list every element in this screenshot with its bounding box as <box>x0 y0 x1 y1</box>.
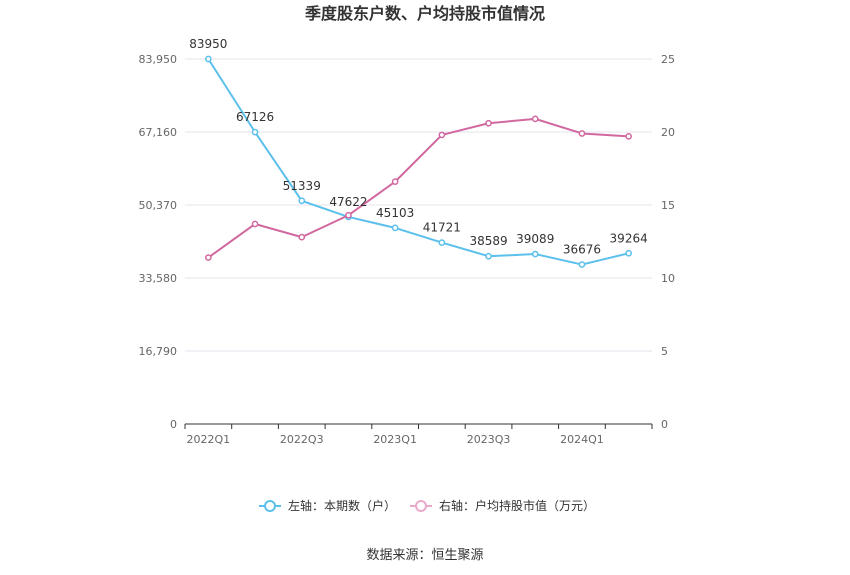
households-data-label: 39089 <box>516 232 554 246</box>
avg-holding-value-point <box>205 254 212 261</box>
legend-item-avg-holding-value[interactable]: 右轴：户均持股市值（万元） <box>410 498 595 513</box>
avg-holding-value-point <box>251 220 259 228</box>
households-point <box>625 249 633 257</box>
households-point <box>205 55 212 63</box>
households-point <box>298 197 306 205</box>
legend-label: 右轴：户均持股市值（万元） <box>439 498 595 513</box>
y-left-tick-label: 50,370 <box>139 199 178 212</box>
households-point <box>531 250 539 258</box>
households-point <box>438 239 446 246</box>
legend-marker <box>415 500 427 512</box>
y-right-tick-label: 25 <box>661 53 675 66</box>
y-right-tick-label: 10 <box>661 272 675 285</box>
households-data-label: 45103 <box>376 206 414 220</box>
avg-holding-value-point <box>438 131 446 139</box>
chart-title: 季度股东户数、户均持股市值情况 <box>304 4 545 23</box>
avg-holding-value-point <box>345 211 352 219</box>
households-data-label: 38589 <box>469 234 507 248</box>
households-point <box>391 224 399 232</box>
households-data-label: 41721 <box>423 221 461 235</box>
y-left-tick-label: 67,160 <box>139 126 178 139</box>
households-point <box>485 252 492 260</box>
households-data-label: 47622 <box>329 195 367 209</box>
avg-holding-value-point <box>625 133 633 140</box>
households-data-label: 51339 <box>283 179 321 193</box>
legend-item-households[interactable]: 左轴：本期数（户） <box>259 498 396 513</box>
legend-label: 左轴：本期数（户） <box>288 498 396 513</box>
households-data-label: 83950 <box>189 37 227 51</box>
avg-holding-value-line <box>207 117 629 259</box>
x-tick-label: 2022Q3 <box>280 433 324 446</box>
source-note: 数据来源：恒生聚源 <box>366 548 483 563</box>
avg-holding-value-point <box>391 178 399 185</box>
series-layer <box>205 55 633 268</box>
households-data-label: 67126 <box>236 110 274 124</box>
legend-marker <box>264 500 276 512</box>
y-left-tick-label: 33,580 <box>139 272 178 285</box>
avg-holding-value-point <box>531 115 539 123</box>
y-right-tick-label: 15 <box>661 199 675 212</box>
y-right-tick-label: 5 <box>661 345 668 358</box>
y-left-tick-label: 83,950 <box>139 53 178 66</box>
axes: 0 0 16,790 5 33,580 10 50,370 15 67,160 20 83,950 2… <box>139 53 676 446</box>
x-tick-label: 2022Q1 <box>187 433 231 446</box>
avg-holding-value-point <box>578 130 586 137</box>
avg-holding-value-point <box>298 233 306 241</box>
data-labels: 83950 67126 51339 47622 45103 41721 38589 39089… <box>189 37 647 257</box>
households-point <box>251 128 259 136</box>
grid-lines <box>185 58 652 352</box>
x-tick-label: 2023Q1 <box>373 433 417 446</box>
y-right-tick-label: 0 <box>661 418 668 431</box>
households-data-label: 39264 <box>610 231 648 245</box>
households-point <box>578 261 586 268</box>
x-tick-label: 2024Q1 <box>560 433 604 446</box>
y-left-tick-label: 0 <box>170 418 177 431</box>
x-tick-label: 2023Q3 <box>467 433 511 446</box>
households-data-label: 36676 <box>563 243 601 257</box>
y-left-tick-label: 16,790 <box>139 345 178 358</box>
y-right-tick-label: 20 <box>661 126 675 139</box>
households-line <box>207 58 629 266</box>
avg-holding-value-point <box>485 119 492 127</box>
legend[interactable]: 左轴：本期数（户） 右轴：户均持股市值（万元） <box>259 498 595 513</box>
